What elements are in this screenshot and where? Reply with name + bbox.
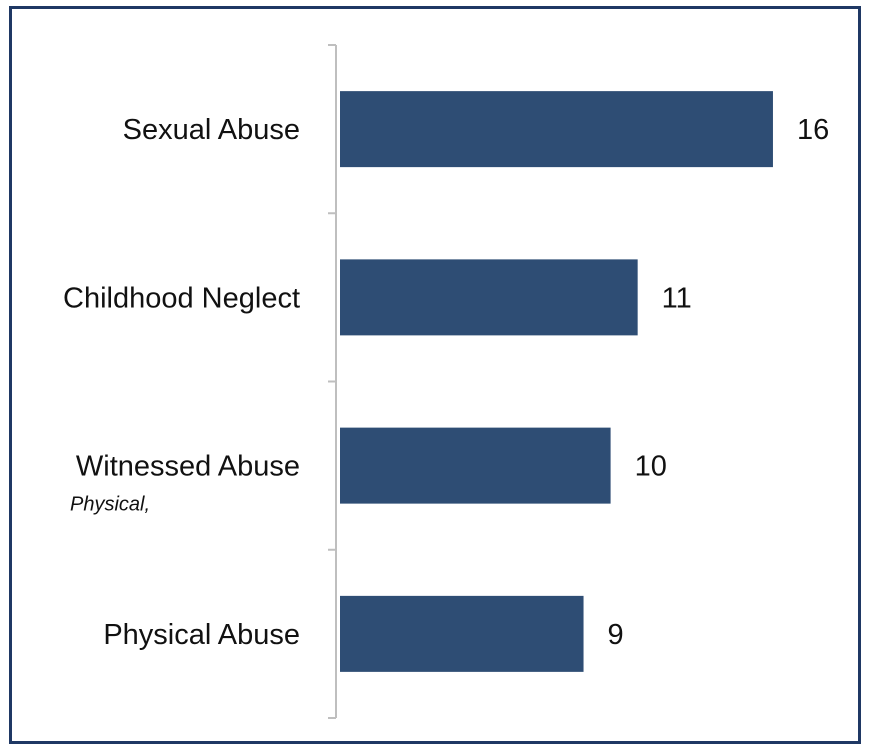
bar bbox=[340, 427, 611, 504]
category-label: Physical Abuse bbox=[103, 619, 300, 651]
category-label: Childhood Neglect bbox=[63, 282, 300, 314]
data-label: 10 bbox=[635, 451, 667, 483]
data-label: 16 bbox=[797, 114, 829, 146]
bar bbox=[340, 595, 584, 672]
data-label: 11 bbox=[662, 282, 692, 314]
bar bbox=[340, 259, 638, 336]
category-label: Witnessed Abuse bbox=[76, 451, 300, 483]
bar bbox=[340, 91, 773, 168]
data-label: 9 bbox=[608, 619, 624, 651]
category-label: Sexual Abuse bbox=[123, 114, 300, 146]
category-note: Physical, bbox=[70, 494, 150, 516]
